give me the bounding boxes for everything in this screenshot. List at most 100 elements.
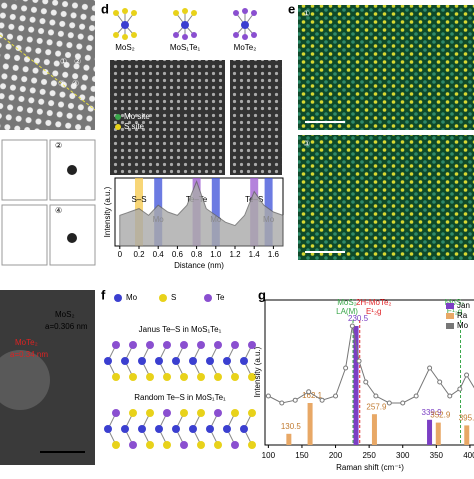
band-label: S–S	[131, 195, 146, 204]
bar-label: 257.9	[366, 402, 387, 411]
atom	[155, 425, 163, 433]
x-tick-label: 0.2	[133, 250, 145, 259]
panel-label: d	[101, 1, 109, 16]
raman-bar	[435, 422, 441, 445]
axis-label: Raman shift (cm⁻¹)	[336, 463, 404, 472]
atom	[131, 10, 137, 16]
spectrum-point	[363, 379, 369, 385]
atom	[163, 409, 171, 417]
atom	[248, 409, 256, 417]
marker: ④	[55, 206, 62, 215]
atom	[191, 10, 197, 16]
raman-bar	[307, 403, 313, 445]
legend-dot	[115, 114, 121, 120]
atom	[214, 341, 222, 349]
atom	[214, 441, 222, 449]
panel-c	[1, 139, 96, 266]
legend-label: Mo	[457, 321, 469, 330]
legend-label: S site	[124, 122, 145, 131]
raman-bar	[464, 425, 470, 445]
marker: ②	[74, 57, 81, 66]
x-tick-label: 100	[262, 451, 276, 460]
atom	[240, 357, 248, 365]
atom	[180, 441, 188, 449]
legend-label: Jan	[457, 301, 470, 310]
haadf-image	[230, 60, 282, 175]
atom	[146, 341, 154, 349]
caption: Janus Te–S in MoS₁Te₁	[139, 325, 222, 334]
structure-label: MoS₂	[115, 43, 135, 52]
atom	[172, 357, 180, 365]
x-tick-label: 0.4	[153, 250, 165, 259]
atom	[231, 441, 239, 449]
atom	[104, 357, 112, 365]
bar-label: 395.3	[459, 414, 474, 423]
atom	[173, 32, 179, 38]
diffraction-1	[1, 139, 48, 201]
spectrum-point	[386, 400, 392, 406]
panel-label: e	[288, 1, 295, 16]
x-tick-label: 200	[329, 451, 343, 460]
x-tick-label: 0	[118, 250, 123, 259]
annotation: MoS₂	[445, 298, 465, 307]
x-tick-label: 300	[396, 451, 410, 460]
atom	[112, 441, 120, 449]
atom	[248, 373, 256, 381]
spectrum-point	[464, 372, 470, 378]
atom	[112, 341, 120, 349]
atom	[146, 409, 154, 417]
atom	[138, 425, 146, 433]
diffraction-center	[67, 233, 77, 243]
x-tick-label: 250	[362, 451, 376, 460]
x-tick-label: 1.4	[249, 250, 261, 259]
panel-a	[0, 0, 96, 130]
spectrum-point	[447, 393, 453, 399]
raman-bar	[286, 433, 292, 445]
atom	[121, 21, 129, 29]
atom	[180, 341, 188, 349]
bar-label: 230.5	[348, 314, 369, 323]
legend-label: S	[171, 293, 176, 302]
atom	[251, 10, 257, 16]
spectrum	[268, 325, 474, 404]
atom	[251, 32, 257, 38]
axis-label: Intensity (a.u.)	[253, 346, 262, 397]
raman-bar	[371, 414, 377, 445]
bar-label: 339.9	[422, 408, 443, 417]
panel-saed: MoS₂ a=0.306 nm MoTe₂ a=0.34 nm	[0, 290, 95, 465]
marker: ②	[55, 141, 62, 150]
atom	[146, 441, 154, 449]
panel-f: f Janus Te–S in MoS₁Te₁ Random Te–S in M…	[101, 287, 226, 402]
atom	[146, 373, 154, 381]
spectrum-point	[413, 393, 419, 399]
atom	[122, 8, 128, 14]
legend-dot	[115, 124, 121, 130]
spectrum-point	[265, 393, 271, 399]
atom	[155, 357, 163, 365]
panel-label: f	[101, 287, 106, 302]
atom	[173, 10, 179, 16]
legend-dot	[204, 294, 212, 302]
spectrum-point	[319, 397, 325, 403]
atom	[197, 373, 205, 381]
bar-label: 352.9	[430, 411, 451, 420]
atom	[138, 357, 146, 365]
atom	[214, 373, 222, 381]
atom	[122, 34, 128, 40]
atom	[223, 357, 231, 365]
caption: Random Te–S in MoS₁Te₁	[134, 393, 226, 402]
raman-bar	[427, 419, 433, 445]
x-tick-label: 1.2	[229, 250, 241, 259]
sem-image	[0, 0, 95, 130]
legend-dot	[159, 294, 167, 302]
diffraction-3	[1, 204, 48, 266]
atom	[121, 357, 129, 365]
marker: ①	[60, 57, 67, 66]
atom	[248, 441, 256, 449]
atom	[129, 409, 137, 417]
atom	[104, 425, 112, 433]
diffraction-center	[67, 165, 77, 175]
annotation: 2H-MoTe₂	[356, 298, 392, 307]
atom	[223, 425, 231, 433]
